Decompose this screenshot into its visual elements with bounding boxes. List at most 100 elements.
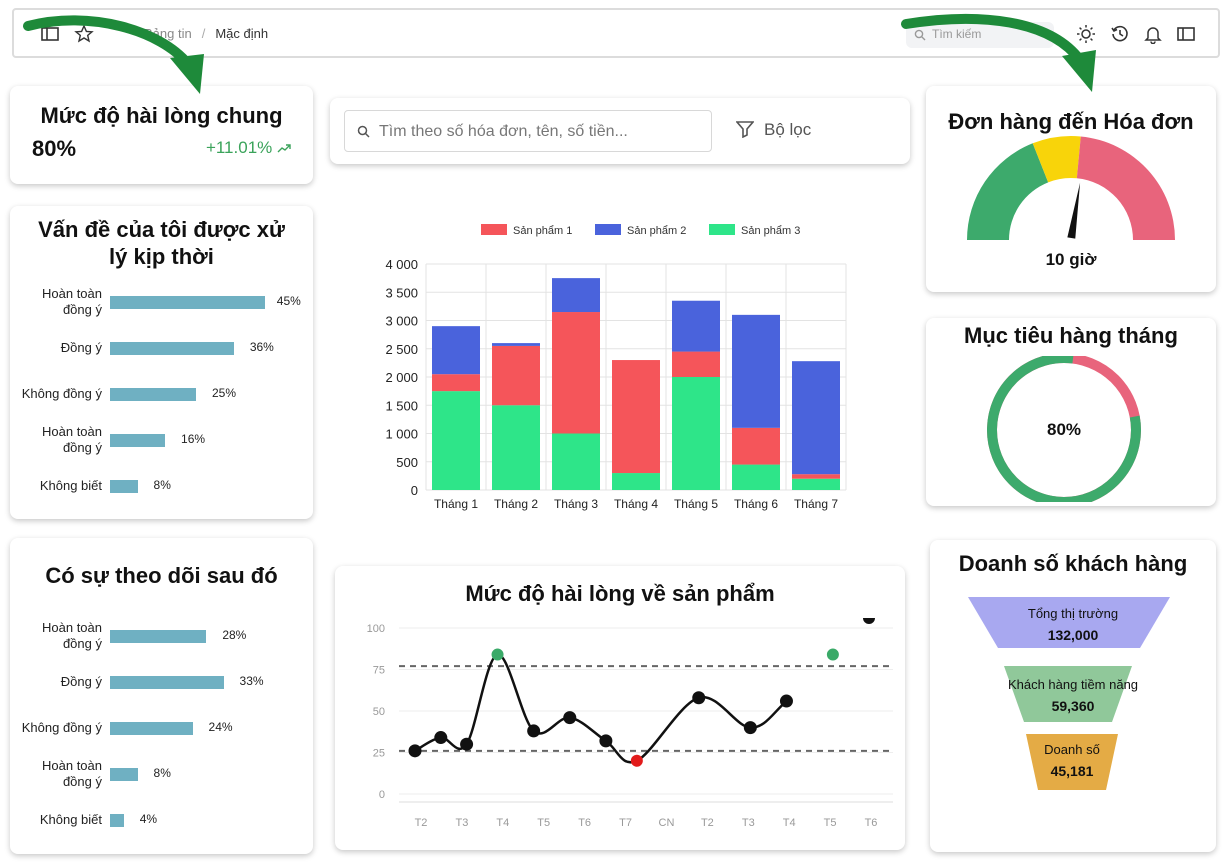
bar-chart-y-tick: 500 bbox=[396, 455, 418, 470]
bar-segment[interactable] bbox=[612, 360, 660, 474]
satisfaction-point[interactable] bbox=[779, 694, 793, 708]
bar-chart-x-tick: Tháng 5 bbox=[674, 497, 718, 511]
monthly-goal-donut bbox=[987, 356, 1141, 502]
hbar-label: Không biết bbox=[39, 478, 102, 493]
bar-segment[interactable] bbox=[732, 464, 780, 490]
hbar-bar[interactable] bbox=[110, 768, 138, 781]
filter-button[interactable]: Bộ lọc bbox=[736, 120, 811, 140]
satisfaction-point[interactable] bbox=[491, 648, 504, 661]
breadcrumb: Bảng tin / Mặc định bbox=[144, 26, 268, 41]
bar-segment[interactable] bbox=[732, 314, 780, 428]
satisfaction-point[interactable] bbox=[434, 731, 448, 745]
funnel-stage-sales[interactable] bbox=[1026, 734, 1118, 790]
bar-segment[interactable] bbox=[792, 478, 840, 490]
funnel-total-market-label: Tổng thị trường bbox=[1027, 606, 1119, 621]
overall-satisfaction-value: 80% bbox=[32, 136, 77, 161]
bar-segment[interactable] bbox=[672, 377, 720, 490]
monthly-goal-value: 80% bbox=[1046, 420, 1082, 439]
funnel-stage-total-market[interactable] bbox=[968, 597, 1170, 648]
bar-segment[interactable] bbox=[792, 474, 840, 479]
line-chart-y-tick: 0 bbox=[379, 789, 385, 801]
donut-progress bbox=[987, 356, 1141, 502]
breadcrumb-separator: / bbox=[201, 26, 206, 41]
hbar-bar[interactable] bbox=[110, 388, 196, 401]
satisfaction-point[interactable] bbox=[692, 691, 706, 705]
legend-product-2[interactable]: Sản phẩm 2 bbox=[595, 224, 686, 237]
hbar-row: Hoàn toàn đồng ý 8% bbox=[10, 758, 313, 798]
hbar-row: Hoàn toàn đồng ý 45% bbox=[10, 286, 313, 326]
bar-segment[interactable] bbox=[792, 361, 840, 475]
bell-icon[interactable] bbox=[1143, 24, 1163, 44]
topbar-search-input[interactable]: Tìm kiếm bbox=[906, 22, 1054, 48]
funnel-stage-potential-customers[interactable] bbox=[1004, 666, 1132, 722]
breadcrumb-parent[interactable]: Bảng tin bbox=[144, 26, 192, 41]
satisfaction-point[interactable] bbox=[527, 724, 541, 738]
hbar-bar[interactable] bbox=[110, 342, 234, 355]
bar-chart-y-tick: 0 bbox=[411, 483, 418, 498]
legend-product-3[interactable]: Sản phẩm 3 bbox=[709, 224, 800, 237]
legend-label-product-1: Sản phẩm 1 bbox=[513, 225, 573, 237]
bar-segment[interactable] bbox=[732, 427, 780, 465]
gauge-yellow-segment bbox=[1032, 136, 1081, 183]
hbar-row: Hoàn toàn đồng ý 28% bbox=[10, 620, 313, 660]
satisfaction-point[interactable] bbox=[408, 744, 422, 758]
bar-chart-y-tick: 2 500 bbox=[385, 342, 418, 357]
invoice-search-placeholder: Tìm theo số hóa đơn, tên, số tiền... bbox=[379, 123, 628, 140]
bar-segment[interactable] bbox=[492, 343, 540, 346]
legend-product-1[interactable]: Sản phẩm 1 bbox=[481, 224, 572, 237]
order-to-invoice-title: Đơn hàng đến Hóa đơn bbox=[948, 109, 1194, 134]
line-chart-x-tick: T4 bbox=[496, 817, 509, 829]
hbar-bar[interactable] bbox=[110, 722, 193, 735]
monthly-goal-card: Mục tiêu hàng tháng bbox=[926, 318, 1216, 506]
history-icon[interactable] bbox=[1110, 24, 1130, 44]
line-chart-x-tick: T2 bbox=[415, 817, 428, 829]
bar-segment[interactable] bbox=[672, 351, 720, 377]
monthly-product-bar-chart: 4 000 3 500 3 000 2 500 2 000 1 500 1 000 500 0 T… bbox=[385, 257, 847, 511]
hbar-value: 25% bbox=[212, 386, 237, 400]
hbar-bar[interactable] bbox=[110, 434, 166, 447]
trend-up-icon bbox=[277, 144, 291, 153]
hbar-bar[interactable] bbox=[110, 630, 207, 643]
satisfaction-delta-text: +11.01% bbox=[205, 138, 273, 157]
bar-segment[interactable] bbox=[432, 374, 480, 392]
gauge-needle bbox=[1067, 182, 1081, 239]
sun-icon[interactable] bbox=[1076, 24, 1096, 44]
bar-segment[interactable] bbox=[492, 405, 540, 490]
hbar-bar[interactable] bbox=[110, 296, 265, 309]
star-icon[interactable] bbox=[74, 24, 94, 44]
bar-segment[interactable] bbox=[492, 345, 540, 406]
hbar-bar[interactable] bbox=[110, 676, 224, 689]
satisfaction-point[interactable] bbox=[743, 721, 757, 735]
line-chart-y-tick: 100 bbox=[367, 623, 385, 635]
sidebar-toggle-icon[interactable] bbox=[40, 24, 60, 44]
satisfaction-point[interactable] bbox=[599, 734, 613, 748]
bar-chart-y-tick: 1 500 bbox=[385, 398, 418, 413]
satisfaction-point[interactable] bbox=[630, 754, 643, 767]
bar-segment[interactable] bbox=[432, 326, 480, 375]
hbar-row: Hoàn toàn đồng ý 16% bbox=[10, 424, 313, 464]
bar-segment[interactable] bbox=[672, 300, 720, 352]
gauge-red-segment bbox=[1076, 136, 1175, 240]
top-bar: Bảng tin / Mặc định Tìm kiếm bbox=[12, 8, 1220, 58]
hbar-label: Hoàn toàn đồng ý bbox=[42, 758, 102, 789]
bar-segment[interactable] bbox=[552, 312, 600, 434]
customer-sales-card: Doanh số khách hàng Tổng thị trường 132,0… bbox=[930, 540, 1216, 852]
funnel-potential-value: 59,360 bbox=[1051, 698, 1095, 714]
satisfaction-point[interactable] bbox=[460, 737, 474, 751]
satisfaction-point[interactable] bbox=[826, 648, 839, 661]
hbar-value: 8% bbox=[153, 766, 171, 780]
bar-segment[interactable] bbox=[612, 473, 660, 490]
hbar-bar[interactable] bbox=[110, 814, 124, 827]
bar-chart-y-tick: 3 000 bbox=[385, 314, 418, 329]
invoice-search-input[interactable]: Tìm theo số hóa đơn, tên, số tiền... bbox=[344, 110, 712, 152]
satisfaction-point[interactable] bbox=[863, 618, 875, 624]
bar-segment[interactable] bbox=[552, 433, 600, 491]
panel-toggle-icon[interactable] bbox=[1176, 24, 1196, 44]
bar-segment[interactable] bbox=[432, 391, 480, 490]
hbar-row: Không đồng ý 25% bbox=[10, 378, 313, 418]
hbar-bar[interactable] bbox=[110, 480, 138, 493]
satisfaction-point[interactable] bbox=[563, 711, 577, 725]
hbar-value: 36% bbox=[249, 340, 274, 354]
bar-segment[interactable] bbox=[552, 278, 600, 313]
legend-label-product-3: Sản phẩm 3 bbox=[741, 225, 801, 237]
